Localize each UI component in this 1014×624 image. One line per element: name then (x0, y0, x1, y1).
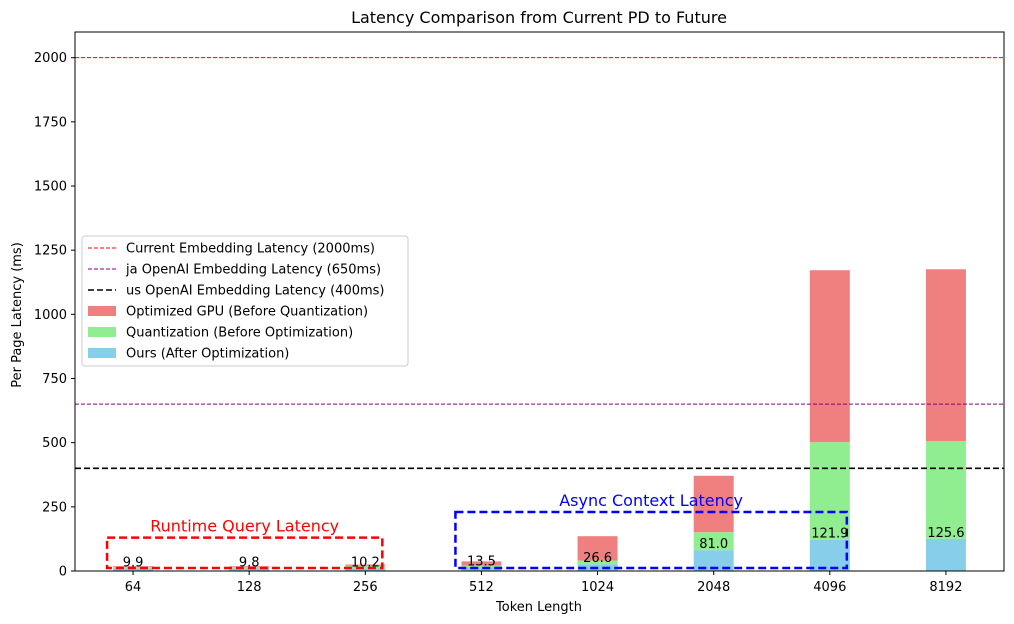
y-tick-label-1000: 1000 (34, 308, 67, 323)
bar-ours-after-optimization-8192 (925, 538, 966, 571)
bar-label-128: 9.8 (239, 555, 260, 570)
bar-label-64: 9.9 (123, 555, 144, 570)
bar-quantization-before-optimization-8192 (925, 441, 966, 539)
bar-ours-after-optimization-64 (113, 568, 154, 571)
bars-layer (113, 269, 966, 571)
bar-ours-after-optimization-256 (345, 568, 386, 571)
bar-label-2048: 81.0 (699, 537, 728, 552)
bar-quantization-before-optimization-4096 (809, 442, 850, 540)
plot-frame (74, 31, 1005, 572)
x-tick-label-8192: 8192 (929, 580, 962, 595)
bar-ours-after-optimization-128 (229, 568, 270, 571)
legend: Current Embedding Latency (2000ms) ja Ope… (81, 235, 409, 367)
x-axis-ticks: 64 128 256 512 1024 2048 4096 8192 (125, 571, 962, 595)
y-tick-label-250: 250 (42, 500, 67, 515)
bar-optimized-gpu-before-quantization-8192 (925, 269, 966, 442)
y-tick-label-750: 750 (42, 372, 67, 387)
x-tick-label-512: 512 (469, 580, 494, 595)
bar-optimized-gpu-before-quantization-64 (113, 566, 154, 567)
bar-ours-after-optimization-4096 (809, 539, 850, 571)
region-box-async-context-latency (454, 510, 849, 570)
bar-label-4096: 121.9 (811, 527, 848, 542)
bar-optimized-gpu-before-quantization-512 (461, 561, 502, 566)
bar-optimized-gpu-before-quantization-128 (229, 566, 270, 567)
y-tick-label-0: 0 (59, 565, 67, 580)
y-tick-label-1500: 1500 (34, 180, 67, 195)
x-tick-label-1024: 1024 (581, 580, 614, 595)
bar-quantization-before-optimization-256 (345, 565, 386, 569)
x-tick-label-256: 256 (353, 580, 378, 595)
x-tick-label-2048: 2048 (697, 580, 730, 595)
bar-optimized-gpu-before-quantization-2048 (693, 475, 734, 533)
bar-optimized-gpu-before-quantization-256 (345, 564, 386, 566)
bar-labels-layer: 9.9 9.8 10.2 13.5 26.6 81.0 121.9 125.6 (123, 526, 965, 571)
bar-ours-after-optimization-512 (461, 567, 502, 571)
bar-quantization-before-optimization-512 (461, 565, 502, 568)
legend-label-ours-after-optimization: Ours (After Optimization) (126, 347, 289, 362)
x-tick-label-128: 128 (237, 580, 262, 595)
bar-quantization-before-optimization-1024 (577, 560, 618, 565)
x-tick-label-4096: 4096 (813, 580, 846, 595)
legend-swatch-ours-after-optimization (88, 348, 116, 358)
y-axis-ticks: 0 250 500 750 1000 1250 1500 1750 2000 (34, 51, 75, 580)
bar-optimized-gpu-before-quantization-4096 (809, 270, 850, 443)
bar-quantization-before-optimization-2048 (693, 532, 734, 551)
y-tick-label-2000: 2000 (34, 51, 67, 66)
legend-swatch-optimized-gpu-before-quantization (88, 306, 116, 316)
bar-ours-after-optimization-2048 (693, 550, 734, 571)
region-box-runtime-query-latency (105, 536, 384, 570)
regions-layer: Runtime Query Latency Async Context Laten… (105, 491, 849, 570)
y-tick-label-1750: 1750 (34, 115, 67, 130)
legend-label-ja-openai-embedding-latency-650ms: ja OpenAI Embedding Latency (650ms) (125, 263, 381, 278)
bar-optimized-gpu-before-quantization-1024 (577, 536, 618, 561)
y-axis-label: Per Page Latency (ms) (10, 242, 25, 388)
region-label-async-context-latency: Async Context Latency (559, 491, 743, 510)
x-tick-label-64: 64 (125, 580, 142, 595)
reference-lines-layer (75, 57, 1004, 470)
legend-box (81, 235, 409, 367)
bar-label-1024: 26.6 (583, 551, 612, 566)
legend-label-us-openai-embedding-latency-400ms: us OpenAI Embedding Latency (400ms) (126, 284, 385, 299)
bar-label-8192: 125.6 (927, 526, 964, 541)
legend-label-optimized-gpu-before-quantization: Optimized GPU (Before Quantization) (126, 305, 368, 320)
legend-label-current-embedding-latency-2000ms: Current Embedding Latency (2000ms) (126, 242, 375, 257)
x-axis-label: Token Length (495, 600, 582, 615)
legend-swatch-quantization-before-optimization (88, 327, 116, 337)
region-label-runtime-query-latency: Runtime Query Latency (150, 517, 339, 536)
bar-label-512: 13.5 (467, 555, 496, 570)
y-tick-label-500: 500 (42, 436, 67, 451)
chart-title: Latency Comparison from Current PD to Fu… (351, 8, 727, 27)
legend-label-quantization-before-optimization: Quantization (Before Optimization) (126, 326, 353, 341)
y-tick-label-1250: 1250 (34, 244, 67, 259)
bar-label-256: 10.2 (351, 555, 380, 570)
